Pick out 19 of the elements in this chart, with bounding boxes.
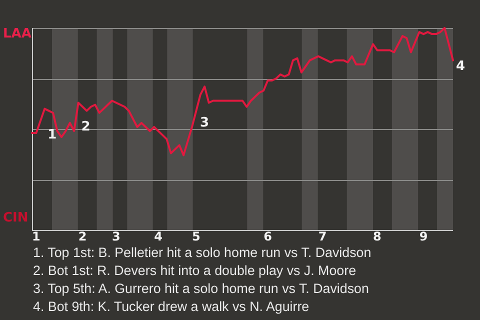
x-tick-label: 4: [154, 229, 162, 244]
text: LAA: [3, 26, 32, 42]
text: CIN: [3, 210, 28, 226]
annotation: 2: [81, 119, 90, 134]
x-tick-label: 1: [32, 229, 40, 244]
text: 4: [456, 58, 466, 74]
x-tick-label: 8: [373, 229, 382, 244]
annotation: 1: [48, 127, 57, 142]
x-tick-label: 9: [419, 229, 428, 244]
x-tick-label: 5: [192, 229, 200, 244]
text: 3. Top 5th: A. Gurrero hit a solo home run vs T. Davidson: [33, 280, 370, 298]
x-tick-label: 2: [78, 229, 87, 244]
text: 1. Top 1st: B. Pelletier hit a solo home run vs T. Davidson: [33, 244, 372, 262]
x-tick-label: 3: [112, 229, 120, 244]
text: 2. Bot 1st: R. Devers hit into a double play vs J. Moore: [33, 262, 358, 280]
x-tick-label: 7: [318, 229, 327, 244]
x-tick-label: 6: [264, 229, 272, 244]
text: 4. Bot 9th: K. Tucker drew a walk vs N. Aguirre: [33, 298, 310, 316]
annotation: 3: [200, 115, 210, 130]
